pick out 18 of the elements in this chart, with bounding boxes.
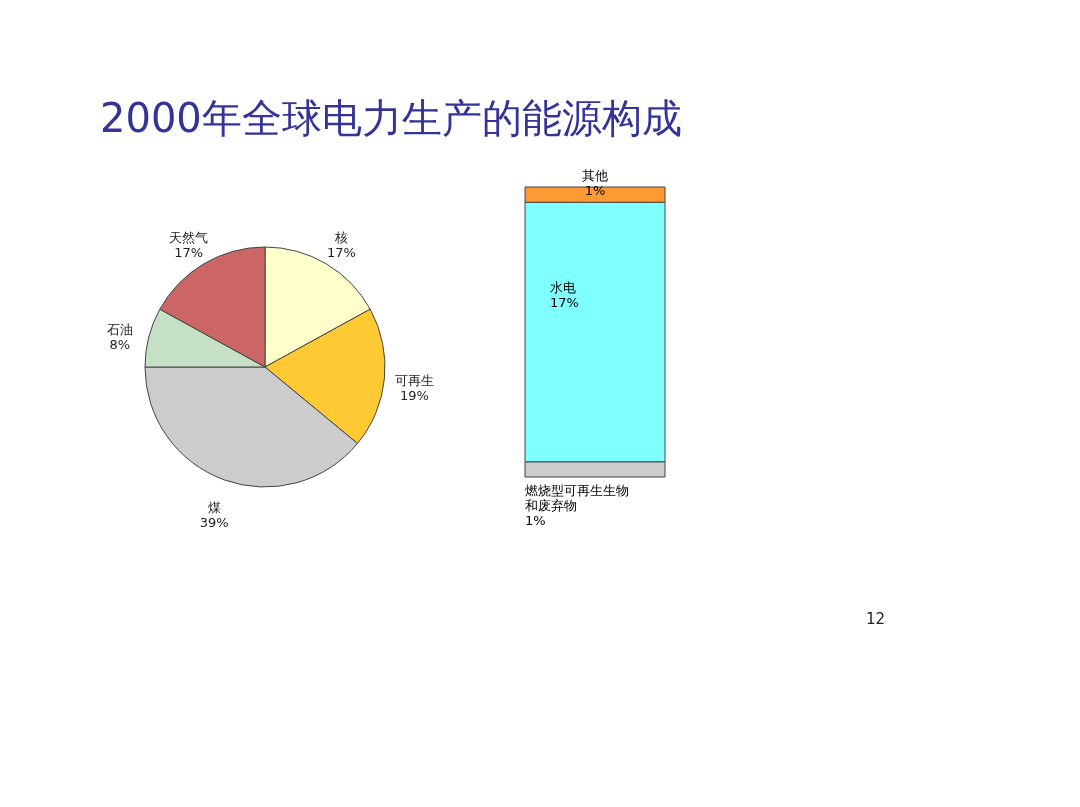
slice-label: 煤	[207, 500, 221, 516]
data-label: 17%	[550, 295, 579, 311]
chart-title: 2000年全球电力生产的能源构成	[100, 95, 682, 141]
data-label: 1%	[584, 183, 606, 198]
data-label: 17%	[326, 244, 356, 260]
data-label: 17%	[174, 244, 204, 260]
slice-label: 天然气	[169, 229, 209, 245]
data-label: 39%	[199, 515, 229, 531]
text: 12	[865, 610, 885, 628]
slice-label: 石油	[106, 321, 133, 337]
slice-label: 可再生	[394, 373, 434, 389]
slice-label: 核	[333, 229, 348, 245]
series-label: 燃烧型可再生生物和废弃物	[525, 483, 629, 513]
series-label: 水电	[550, 280, 576, 296]
series-label: 其他	[582, 168, 608, 183]
data-label: 8%	[109, 336, 131, 352]
data-label: 19%	[399, 388, 429, 404]
data-label: 1%	[525, 513, 546, 528]
